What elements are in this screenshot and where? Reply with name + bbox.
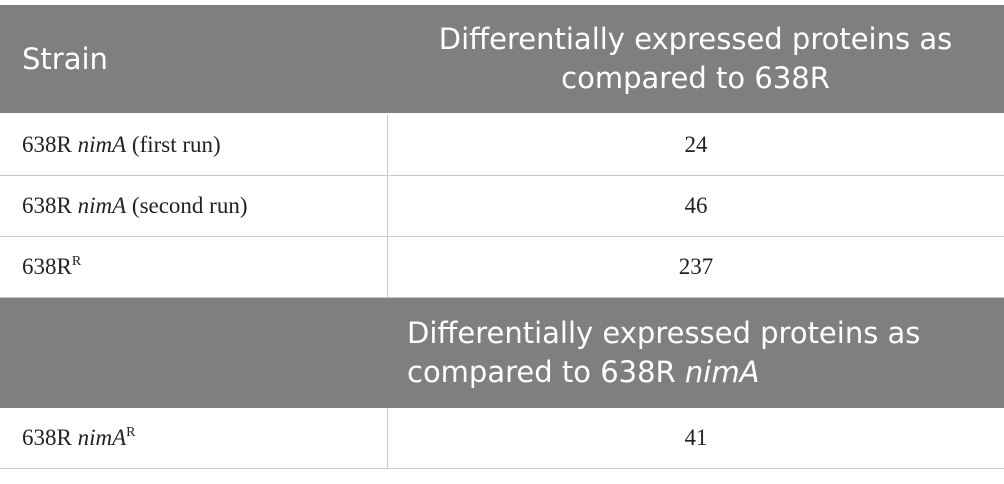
text-run: 46 [684, 193, 708, 218]
text-run: nimA [684, 355, 760, 389]
section: Differentially expressed proteins as com… [0, 298, 1004, 469]
text-run: 237 [678, 254, 714, 279]
text-run: (second run) [126, 193, 248, 218]
table: Strain Differentially expressed proteins … [0, 5, 1004, 469]
cell-text: 638R nimA (second run) [22, 193, 248, 219]
cell-text: 237 [679, 254, 714, 280]
section: Strain Differentially expressed proteins … [0, 5, 1004, 298]
body-cell: 638RR [0, 237, 387, 297]
text-run: 24 [684, 132, 708, 157]
header-row: Differentially expressed proteins as com… [0, 298, 1004, 408]
cell-text: 24 [685, 132, 708, 158]
body-row: 638R nimA (second run) 46 [0, 176, 1004, 237]
cell-text: 46 [685, 193, 708, 219]
cell-text: Differentially expressed proteins as com… [415, 20, 976, 98]
text-run: 638R [22, 254, 72, 279]
cell-text: Strain [22, 40, 108, 79]
text-run: 638R [22, 193, 78, 218]
text-run: nimA [77, 193, 127, 218]
cell-text: 638R nimA (first run) [22, 132, 221, 158]
body-row: 638R nimA (first run) 24 [0, 115, 1004, 176]
text-run: 41 [684, 425, 708, 450]
body-cell: 24 [387, 115, 1004, 175]
text-run: R [71, 254, 82, 269]
header-cell: Differentially expressed proteins as com… [387, 5, 1004, 113]
cell-text: 638R nimAR [22, 425, 136, 451]
text-run: (first run) [126, 132, 221, 157]
body-cell: 638R nimA (second run) [0, 176, 387, 236]
body-cell: 638R nimAR [0, 408, 387, 468]
text-run: Strain [22, 41, 108, 76]
header-row: Strain Differentially expressed proteins … [0, 5, 1004, 113]
header-cell: Differentially expressed proteins as com… [387, 298, 1004, 408]
text-run: nimA [77, 425, 127, 450]
cell-text: 41 [685, 425, 708, 451]
body-row: 638RR 237 [0, 237, 1004, 298]
body-cell: 46 [387, 176, 1004, 236]
body-cell: 237 [387, 237, 1004, 297]
header-cell [0, 298, 387, 408]
cell-text: 638RR [22, 254, 81, 280]
text-run: Differentially expressed proteins as com… [407, 316, 921, 389]
body-row: 638R nimAR 41 [0, 408, 1004, 469]
body-cell: 638R nimA (first run) [0, 115, 387, 175]
cell-text: Differentially expressed proteins as com… [407, 314, 976, 392]
header-cell: Strain [0, 5, 387, 113]
text-run: Differentially expressed proteins as com… [438, 22, 953, 95]
text-run: 638R [22, 425, 78, 450]
text-run: nimA [77, 132, 127, 157]
text-run: 638R [22, 132, 78, 157]
text-run: R [126, 425, 136, 440]
body-cell: 41 [387, 408, 1004, 468]
